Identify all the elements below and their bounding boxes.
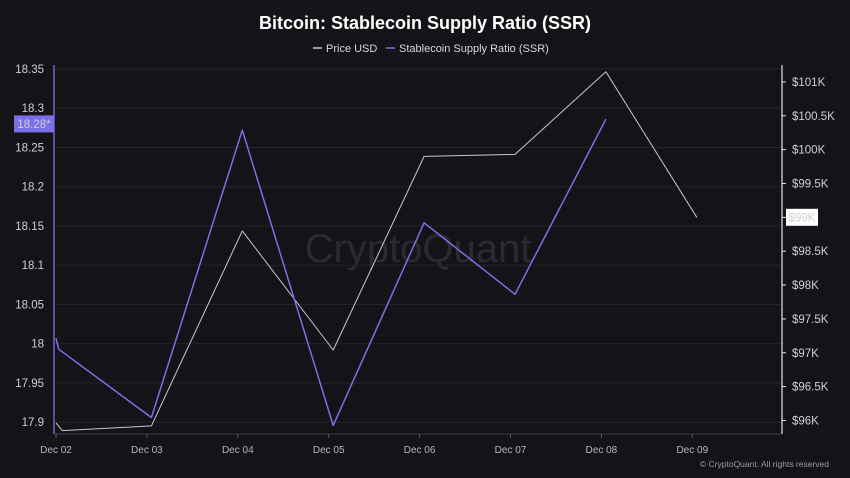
x-axis: Dec 02 Dec 03 Dec 04 Dec 05 Dec 06 Dec 07 Dec … (40, 433, 782, 456)
right-tick-label: $98.5K (792, 246, 829, 258)
watermark: CryptoQuant (305, 227, 532, 271)
left-tick-label: 18.35 (15, 64, 44, 76)
right-y-axis: $101K $100.5K $100K $99.5K $99K $98.5K $98K $97… (781, 65, 835, 434)
left-tick-label: 18.3 (22, 103, 44, 115)
right-tick-label: $97K (792, 348, 819, 360)
chart-title: Bitcoin: Stablecoin Supply Ratio (SSR) (259, 13, 591, 33)
left-current-value-badge: 18.28* (14, 115, 54, 133)
x-tick-label: Dec 08 (586, 445, 618, 456)
right-tick-label: $101K (792, 77, 826, 89)
x-tick-label: Dec 03 (131, 445, 163, 456)
left-tick-label: 18 (31, 339, 44, 351)
x-tick-label: Dec 05 (313, 445, 345, 456)
x-tick-label: Dec 02 (40, 445, 72, 456)
right-current-badge-label: $99K (789, 212, 816, 224)
legend-label-price: Price USD (326, 43, 377, 55)
right-tick-label: $100.5K (792, 111, 835, 123)
left-tick-label: 18.15 (15, 221, 44, 233)
right-current-value-badge: $99K (786, 208, 818, 226)
left-current-badge-bg (14, 115, 54, 133)
left-tick-label: 17.95 (15, 378, 44, 390)
left-current-badge-label: 18.28* (17, 119, 51, 131)
left-tick-label: 17.9 (22, 417, 44, 429)
copyright: © CryptoQuant. All rights reserved (700, 459, 829, 469)
right-current-badge-bg (786, 208, 818, 226)
series-line-ssr (55, 118, 607, 427)
x-tick-label: Dec 09 (676, 445, 708, 456)
x-tick-label: Dec 07 (495, 445, 527, 456)
x-tick-label: Dec 06 (404, 445, 436, 456)
x-tick-label: Dec 04 (222, 445, 254, 456)
legend[interactable]: Price USD Stablecoin Supply Ratio (SSR) (313, 43, 549, 55)
series-lines (55, 71, 698, 432)
left-tick-label: 18.2 (22, 182, 44, 194)
legend-label-ssr: Stablecoin Supply Ratio (SSR) (399, 43, 549, 55)
right-tick-label: $99.5K (792, 178, 829, 190)
right-tick-label: $97.5K (792, 314, 829, 326)
grid (54, 68, 782, 423)
legend-item-ssr[interactable]: Stablecoin Supply Ratio (SSR) (386, 43, 549, 55)
right-tick-label: $96K (792, 415, 819, 427)
right-tick-label: $96.5K (792, 382, 829, 394)
legend-item-price[interactable]: Price USD (313, 43, 377, 55)
left-tick-label: 18.05 (15, 299, 44, 311)
series-line-price (55, 71, 698, 432)
right-tick-label: $98K (792, 280, 819, 292)
right-tick-label: $100K (792, 145, 826, 157)
left-tick-label: 18.25 (15, 142, 44, 154)
left-tick-label: 18.1 (22, 260, 44, 272)
